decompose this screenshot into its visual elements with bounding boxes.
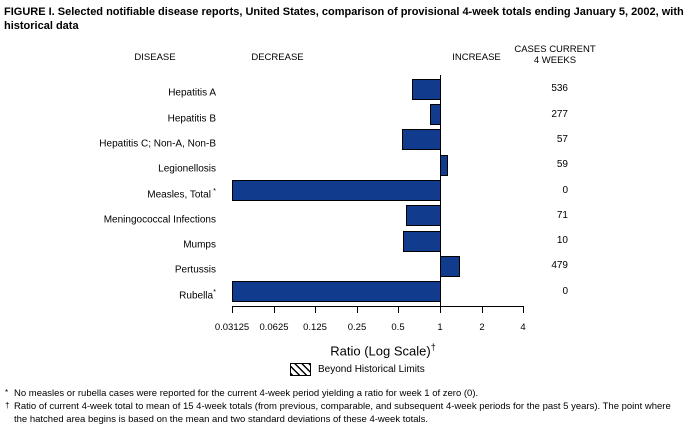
footnote-dagger-text: Ratio of current 4-week total to mean of…: [14, 401, 671, 425]
axis-tick-label: 0.03125: [214, 322, 250, 333]
axis-tick: [357, 306, 358, 313]
column-header-cases-line2: 4 WEEKS: [533, 55, 577, 66]
disease-name: Hepatitis B: [167, 112, 216, 124]
legend-label: Beyond Historical Limits: [318, 364, 425, 375]
x-axis-title-text: Ratio (Log Scale): [330, 343, 431, 359]
figure-title: FIGURE I. Selected notifiable disease re…: [4, 6, 684, 32]
disease-label: Measles, Total *: [0, 184, 216, 202]
axis-tick: [315, 306, 316, 313]
axis-tick-label: 0.125: [303, 322, 327, 333]
x-axis-title-dagger: †: [430, 342, 436, 352]
ratio-bar: [440, 256, 460, 277]
ratio-bar: [406, 205, 441, 226]
axis-tick: [440, 306, 441, 313]
disease-label: Mumps: [0, 234, 216, 252]
disease-name: Meningococcal Infections: [103, 214, 216, 226]
column-header-decrease: DECREASE: [251, 52, 304, 63]
footnote-asterisk-marker: *: [5, 388, 9, 397]
disease-label: Meningococcal Infections: [0, 209, 216, 227]
cases-value: 10: [556, 235, 568, 247]
disease-label: Hepatitis C; Non-A, Non-B: [0, 133, 216, 151]
footnote-asterisk: * No measles or rubella cases were repor…: [4, 387, 685, 400]
ratio-bar: [402, 129, 441, 150]
column-header-cases: CASES CURRENT 4 WEEKS: [505, 44, 605, 66]
ratio-bar: [412, 79, 441, 100]
axis-tick: [523, 306, 524, 313]
cases-value: 536: [551, 83, 568, 95]
ratio-bar: [430, 104, 441, 125]
disease-name: Hepatitis C; Non-A, Non-B: [99, 138, 216, 150]
axis-tick-label: 2: [479, 322, 485, 333]
disease-label: Legionellosis: [0, 158, 216, 176]
cases-value: 57: [556, 133, 568, 145]
cases-value: 59: [556, 159, 568, 171]
cases-value: 0: [562, 285, 568, 297]
disease-name: Hepatitis A: [168, 87, 216, 99]
disease-name: Pertussis: [174, 264, 216, 276]
column-header-disease: DISEASE: [134, 52, 176, 63]
footnote-dagger-marker: †: [5, 401, 10, 410]
disease-label: Hepatitis B: [0, 108, 216, 126]
footnote-asterisk-text: No measles or rubella cases were reporte…: [14, 388, 479, 399]
disease-label: Rubella*: [0, 285, 216, 303]
column-header-cases-line1: CASES CURRENT: [514, 44, 596, 55]
axis-tick: [482, 306, 483, 313]
axis-tick-label: 0.5: [391, 322, 405, 333]
footnote-dagger: † Ratio of current 4-week total to mean …: [4, 400, 685, 426]
disease-name: Rubella: [179, 290, 214, 302]
axis-tick-label: 0.0625: [259, 322, 289, 333]
axis-tick: [232, 306, 233, 313]
legend-hatch-swatch: [290, 363, 311, 376]
column-header-increase: INCREASE: [452, 52, 501, 63]
cases-value: 71: [556, 209, 568, 221]
disease-name: Measles, Total: [147, 188, 211, 200]
cases-value: 0: [562, 184, 568, 196]
x-axis-title: Ratio (Log Scale)†: [278, 342, 488, 358]
ratio-bar: [232, 180, 441, 201]
disease-footnote-mark: *: [210, 185, 216, 195]
disease-label: Hepatitis A: [0, 82, 216, 100]
axis-tick-label: 1: [437, 322, 443, 333]
axis-tick-label: 0.25: [347, 322, 367, 333]
cases-value: 479: [551, 260, 568, 272]
axis-tick-label: 4: [520, 322, 526, 333]
axis-tick: [274, 306, 275, 313]
disease-name: Mumps: [183, 239, 216, 251]
disease-label: Pertussis: [0, 259, 216, 277]
axis-tick: [398, 306, 399, 313]
disease-footnote-mark: *: [213, 286, 216, 296]
ratio-bar: [440, 155, 448, 176]
x-axis-line: [232, 306, 524, 307]
ratio-bar: [232, 281, 441, 302]
cases-value: 277: [551, 108, 568, 120]
ratio-bar: [403, 231, 441, 252]
disease-name: Legionellosis: [158, 163, 216, 175]
